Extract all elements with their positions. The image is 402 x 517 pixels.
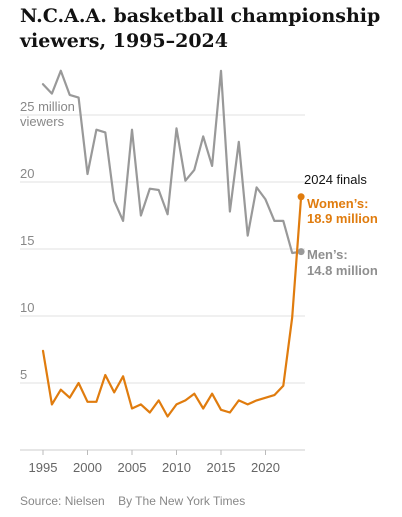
chart-title: N.C.A.A. basketball championship viewers… bbox=[20, 5, 381, 52]
x-tick-2015: 2015 bbox=[207, 460, 236, 475]
mens-series-line bbox=[41, 69, 303, 255]
womens-endpoint-2024 bbox=[297, 193, 305, 201]
y-tick-15: 15 bbox=[20, 233, 34, 248]
x-tick-1995: 1995 bbox=[29, 460, 58, 475]
footer: Source: Nielsen By The New York Times bbox=[20, 494, 255, 508]
gridlines bbox=[20, 114, 305, 384]
mens-end-label-name: Men’s: bbox=[307, 247, 348, 262]
annotation-2024-finals: 2024 finals bbox=[304, 172, 367, 187]
credit-note: By The New York Times bbox=[118, 494, 246, 508]
y-tick-25-unit: viewers bbox=[20, 114, 65, 129]
x-tick-2010: 2010 bbox=[162, 460, 191, 475]
y-tick-20: 20 bbox=[20, 166, 34, 181]
series-lines bbox=[41, 69, 305, 418]
y-tick-10: 10 bbox=[20, 300, 34, 315]
x-axis: 1995 2000 2005 2010 2015 2020 bbox=[20, 449, 305, 475]
mens-endpoint-2024 bbox=[297, 248, 305, 256]
series-end-labels: 2024 finals Women’s: 18.9 million Men’s:… bbox=[304, 172, 378, 278]
x-tick-2000: 2000 bbox=[73, 460, 102, 475]
source-note: Source: Nielsen bbox=[20, 494, 105, 508]
mens-end-label-value: 14.8 million bbox=[307, 263, 378, 278]
x-tick-2005: 2005 bbox=[118, 460, 147, 475]
y-tick-5: 5 bbox=[20, 367, 27, 382]
womens-end-label-value: 18.9 million bbox=[307, 211, 378, 226]
womens-end-label-name: Women’s: bbox=[307, 196, 368, 211]
womens-series-line bbox=[41, 195, 303, 418]
x-tick-2020: 2020 bbox=[251, 460, 280, 475]
y-tick-25: 25 million bbox=[20, 99, 75, 114]
